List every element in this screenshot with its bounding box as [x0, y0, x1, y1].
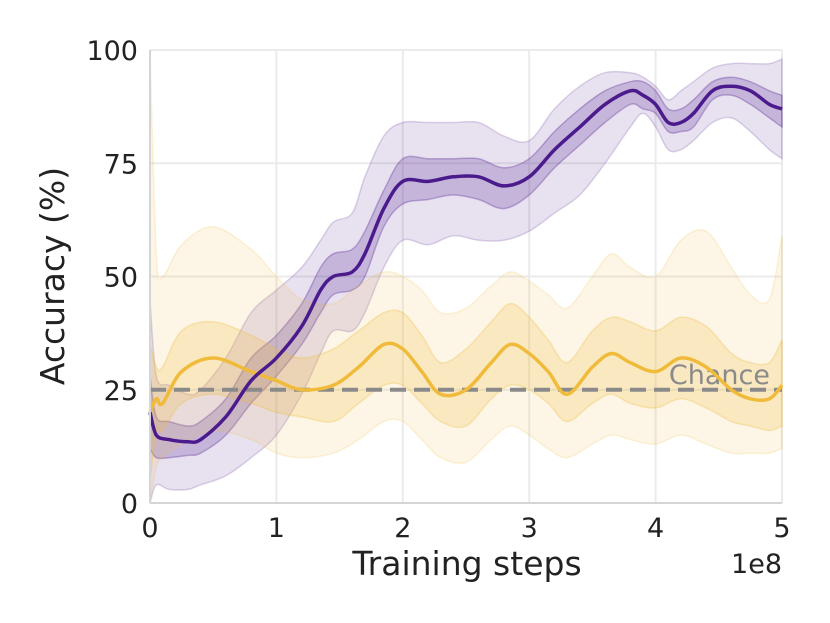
x-axis-label: Training steps [351, 544, 581, 583]
series-lines [148, 84, 784, 444]
y-tick-label: 25 [104, 376, 138, 407]
x-tick-label: 2 [394, 513, 411, 544]
chance-label: Chance [669, 360, 770, 391]
mean-line-series-1 [148, 341, 784, 414]
y-tick-label: 75 [104, 149, 138, 180]
x-tick-label: 0 [141, 513, 158, 544]
mean-line-series-0 [148, 84, 783, 444]
x-tick-labels: 0 1 2 3 4 5 [141, 513, 790, 544]
axes [149, 50, 782, 504]
y-tick-label: 0 [121, 489, 138, 520]
x-offset-label: 1e8 [731, 549, 782, 580]
x-tick-label: 4 [647, 513, 664, 544]
x-tick-label: 3 [521, 513, 538, 544]
y-tick-labels: 0 25 50 75 100 [86, 36, 138, 520]
y-tick-label: 50 [104, 263, 138, 294]
x-tick-label: 5 [773, 513, 790, 544]
y-axis-label: Accuracy (%) [33, 167, 72, 385]
y-tick-label: 100 [86, 36, 138, 67]
inner-band-series-0 [149, 76, 783, 460]
x-tick-label: 1 [268, 513, 285, 544]
